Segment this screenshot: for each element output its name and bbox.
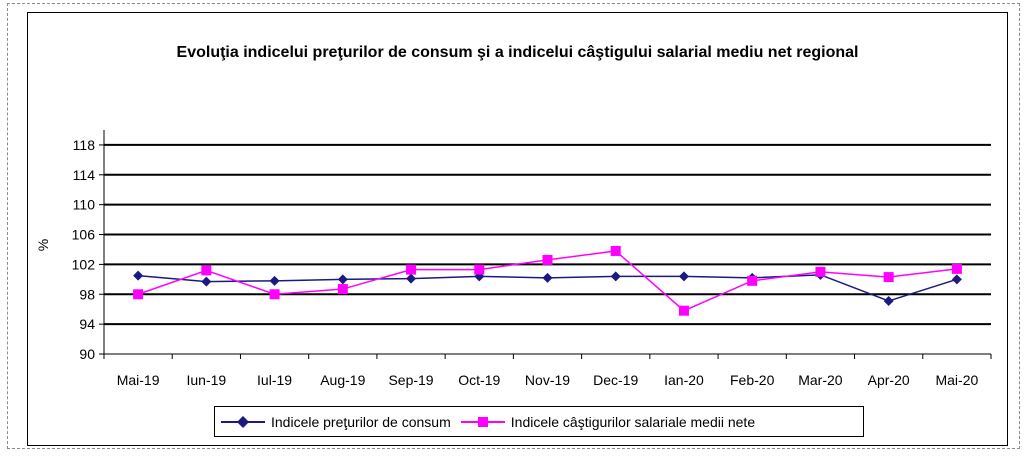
x-tick-label-apr-20: Apr-20 [868,372,910,388]
series-1-point-1 [201,265,212,276]
y-tick-label-90: 90 [79,346,95,362]
x-tick-label-feb-20: Feb-20 [730,372,775,388]
series-1-point-11 [883,272,894,283]
y-tick-label-110: 110 [73,197,96,213]
legend-swatch-wage [460,415,505,429]
y-tick-label-118: 118 [73,137,96,153]
legend: Indicele preţurilor de consum Indicele c… [214,406,864,437]
series [133,245,962,316]
series-0-point-11 [883,295,894,306]
series-1-point-5 [474,264,485,275]
axes [99,130,992,359]
series-1-point-12 [951,263,962,274]
legend-item-wage: Indicele câştigurilor salariale medii ne… [455,414,759,430]
y-tick-label-94: 94 [79,316,95,332]
series-1-point-4 [406,264,417,275]
x-tick-label-sep-19: Sep-19 [388,372,433,388]
series-0-point-6 [542,272,553,283]
gridlines [104,143,991,326]
y-axis-label: % [35,239,51,251]
legend-label-cpi: Indicele preţurilor de consum [271,413,451,430]
x-tick-label-iun-19: Iun-19 [186,372,226,388]
chart-area-border [27,12,1008,446]
series-1-point-10 [815,266,826,277]
x-tick-label-mai-20: Mai-20 [935,372,978,388]
series-0-point-1 [201,276,212,287]
series-1-point-0 [133,289,144,300]
x-tick-label-mar-20: Mar-20 [798,372,843,388]
series-0-point-12 [951,274,962,285]
series-1-point-2 [269,289,280,300]
x-tick-label-nov-19: Nov-19 [525,372,570,388]
x-tick-label-ian-20: Ian-20 [664,372,704,388]
x-tick-label-aug-19: Aug-19 [320,372,365,388]
chart-outer-frame [7,3,1020,449]
y-tick-label-102: 102 [72,256,96,272]
legend-swatch-cpi [221,415,265,429]
chart-title: Evoluţia indicelui preţurilor de consum … [176,44,859,61]
series-1-point-6 [542,254,553,265]
y-tick-label-98: 98 [79,286,95,302]
legend-label-wage: Indicele câştigurilor salariale medii ne… [510,413,756,430]
x-tick-label-dec-19: Dec-19 [593,372,638,388]
series-0-point-8 [678,271,689,282]
series-0-point-4 [406,273,417,284]
series-1-point-3 [337,284,348,295]
legend-item-cpi: Indicele preţurilor de consum [215,414,455,430]
x-tick-label-oct-19: Oct-19 [458,372,500,388]
series-1 [133,245,962,316]
series-0-point-7 [610,271,621,282]
x-tick-label-mai-19: Mai-19 [117,372,160,388]
series-1-point-8 [678,305,689,316]
x-tick-label-iul-19: Iul-19 [257,372,292,388]
y-tick-label-106: 106 [72,227,96,243]
series-0-point-3 [337,274,348,285]
y-tick-label-114: 114 [73,167,96,183]
x-tick-labels: Mai-19 Iun-19 Iul-19 Aug-19 Sep-19 Oct-19 Nov-… [117,372,979,388]
y-tick-labels: 90 94 98 102 106 110 114 118 [72,137,96,362]
series-1-point-7 [610,245,621,256]
series-1-point-9 [747,275,758,286]
series-0-point-0 [133,270,144,281]
series-0-point-2 [269,275,280,286]
